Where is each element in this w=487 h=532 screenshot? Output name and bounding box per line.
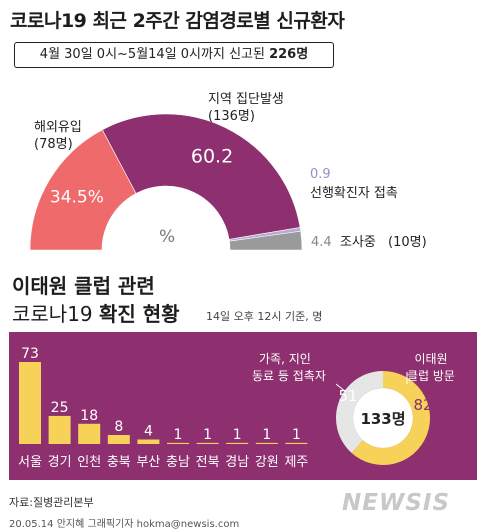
bar-category-0: 서울 xyxy=(18,455,42,470)
cluster-charts: 73 서울 25 경기 18 인천 8 충북 4 부산 1 충남 1 전북 1 경남 1 강원 1 제주 133명 82 5… xyxy=(18,346,455,470)
leader-contacts xyxy=(335,383,347,393)
bar-category-9: 제주 xyxy=(284,455,308,470)
bar-8 xyxy=(255,442,278,444)
name-label-investigating: 조사중 xyxy=(340,235,376,250)
bar-9 xyxy=(285,442,308,444)
as-of-note: 14일 오후 12시 기준, 명 xyxy=(206,310,323,323)
slice-1 xyxy=(101,113,301,240)
slice-0 xyxy=(29,129,137,251)
donut-name-club-2: 클럽 방문 xyxy=(407,369,455,383)
donut-name-contacts-2: 동료 등 접촉자 xyxy=(252,369,326,383)
infection-route-half-donut: % 34.5% 해외유입 (78명) 60.2 지역 집단발생 (136명) 0.9 선행확진자… xyxy=(29,92,427,251)
bar-0 xyxy=(19,362,41,444)
bar-3 xyxy=(107,435,130,444)
value-label-overseas: 34.5% xyxy=(50,187,104,207)
bar-category-3: 충북 xyxy=(107,455,131,470)
source-note: 자료:질병관리본부 xyxy=(9,496,94,509)
section2-title-line1: 이태원 클럽 관련 xyxy=(12,274,155,298)
donut-name-contacts-1: 가족, 지인 xyxy=(259,352,311,366)
slice-3 xyxy=(229,230,303,251)
bar-1 xyxy=(48,415,71,444)
donut-value-club: 82 xyxy=(413,396,432,414)
bar-value-0: 73 xyxy=(21,346,39,362)
donut-total: 133명 xyxy=(360,410,405,428)
newsis-logo: NEWSIS xyxy=(342,490,451,516)
value-label-local: 60.2 xyxy=(191,146,233,168)
donut-value-contacts: 51 xyxy=(338,387,357,405)
unit-label: % xyxy=(159,227,175,247)
bar-4 xyxy=(137,439,160,444)
name-label-local: 지역 집단발생 xyxy=(208,92,284,107)
period-total: 226명 xyxy=(269,47,309,62)
bar-value-4: 4 xyxy=(144,424,153,440)
donut-name-club-1: 이태원 xyxy=(414,352,447,366)
section2-title-line2: 코로나19 확진 현황 xyxy=(12,298,180,327)
bar-value-3: 8 xyxy=(114,419,123,435)
count-label-investigating: (10명) xyxy=(388,235,427,250)
name-label-contact: 선행확진자 접촉 xyxy=(310,185,398,201)
value-label-contact: 0.9 xyxy=(310,167,331,182)
bar-category-8: 강원 xyxy=(255,455,279,470)
cluster-panel: 73 서울 25 경기 18 인천 8 충북 4 부산 1 충남 1 전북 1 경남 1 강원 1 제주 133명 82 5… xyxy=(9,332,477,480)
bar-value-7: 1 xyxy=(233,427,242,443)
donut-center xyxy=(353,388,413,448)
bar-value-6: 1 xyxy=(203,427,212,443)
bar-value-2: 18 xyxy=(80,408,98,424)
bar-value-5: 1 xyxy=(174,427,183,443)
bar-category-2: 인천 xyxy=(77,455,101,470)
section2-title-bold: 확진 현황 xyxy=(99,302,180,326)
bar-value-9: 1 xyxy=(292,427,301,443)
bar-2 xyxy=(78,423,101,444)
bar-category-5: 충남 xyxy=(166,455,190,470)
count-label-overseas: (78명) xyxy=(34,137,73,152)
credit-line: 20.05.14 안지혜 그래픽기자 hokma@newsis.com xyxy=(9,519,240,530)
period-text: 4월 30일 0시~5월14일 0시까지 신고된 xyxy=(39,47,270,62)
bar-value-1: 25 xyxy=(51,400,69,416)
section2-title-plain: 코로나19 xyxy=(12,302,100,326)
donut-slice-club xyxy=(351,371,430,465)
bar-category-4: 부산 xyxy=(136,455,160,470)
bar-7 xyxy=(226,442,249,444)
bar-value-8: 1 xyxy=(262,427,271,443)
value-label-investigating: 4.4 xyxy=(311,235,332,250)
bar-6 xyxy=(196,442,219,444)
period-box: 4월 30일 0시~5월14일 0시까지 신고된 226명 xyxy=(14,42,334,68)
bar-category-6: 전북 xyxy=(196,455,220,470)
name-label-overseas: 해외유입 xyxy=(34,120,82,135)
chart-title: 코로나19 최근 2주간 감염경로별 신규환자 xyxy=(10,10,345,32)
donut-slice-contacts xyxy=(335,371,383,453)
count-label-local: (136명) xyxy=(208,109,255,124)
bar-category-1: 경기 xyxy=(48,455,72,470)
bar-category-7: 경남 xyxy=(225,455,249,470)
bar-5 xyxy=(167,442,189,444)
